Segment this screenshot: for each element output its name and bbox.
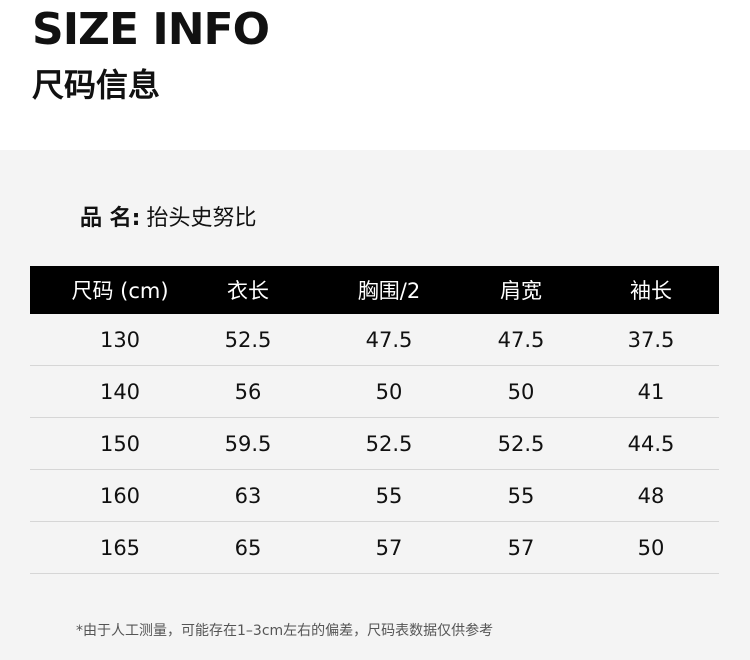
measurement-cell: 48 [637,483,665,508]
table-header: 尺码 (cm) 衣长 胸围/2 肩宽 袖长 [30,266,719,314]
measurement-cell: 55 [507,483,535,508]
size-cell: 160 [99,483,141,508]
measurement-cell: 52.5 [497,431,545,456]
column-header: 肩宽 [500,279,542,303]
measurement-cell: 56 [234,379,262,404]
size-cell: 165 [99,535,141,560]
column-header: 尺码 (cm) [71,279,169,303]
column-header: 衣长 [227,279,269,303]
table-row: 165 65 57 57 50 [30,522,719,574]
measurement-note: *由于人工测量，可能存在1–3cm左右的偏差，尺码表数据仅供参考 [76,623,494,639]
size-panel: 品 名: 抬头史努比 尺码 (cm) 衣长 胸围/2 肩宽 袖长 130 52.5 47.5 4… [0,150,750,660]
measurement-cell: 50 [375,379,403,404]
measurement-cell: 47.5 [365,327,413,352]
measurement-cell: 57 [507,535,535,560]
size-cell: 150 [99,431,141,456]
measurement-cell: 55 [375,483,403,508]
measurement-cell: 47.5 [497,327,545,352]
column-header: 袖长 [630,279,672,303]
measurement-cell: 65 [234,535,262,560]
table-row: 160 63 55 55 48 [30,470,719,522]
table-row: 150 59.5 52.5 52.5 44.5 [30,418,719,470]
product-label: 品 名: [80,206,141,231]
measurement-cell: 63 [234,483,262,508]
measurement-cell: 57 [375,535,403,560]
measurement-cell: 50 [507,379,535,404]
measurement-cell: 50 [637,535,665,560]
size-cell: 140 [99,379,141,404]
product-name: 抬头史努比 [146,206,257,231]
size-table: 尺码 (cm) 衣长 胸围/2 肩宽 袖长 130 52.5 47.5 47.5 37.5 140… [30,266,719,574]
measurement-cell: 52.5 [365,431,413,456]
table-row: 130 52.5 47.5 47.5 37.5 [30,314,719,366]
product-name-line: 品 名: 抬头史努比 [80,200,256,232]
title-english: SIZE INFO [32,4,270,55]
measurement-cell: 44.5 [627,431,675,456]
measurement-cell: 37.5 [627,327,675,352]
measurement-cell: 41 [637,379,665,404]
title-chinese: 尺码信息 [32,66,161,104]
measurement-cell: 52.5 [224,327,272,352]
size-cell: 130 [99,327,141,352]
column-header: 胸围/2 [357,279,421,303]
measurement-cell: 59.5 [224,431,272,456]
table-row: 140 56 50 50 41 [30,366,719,418]
